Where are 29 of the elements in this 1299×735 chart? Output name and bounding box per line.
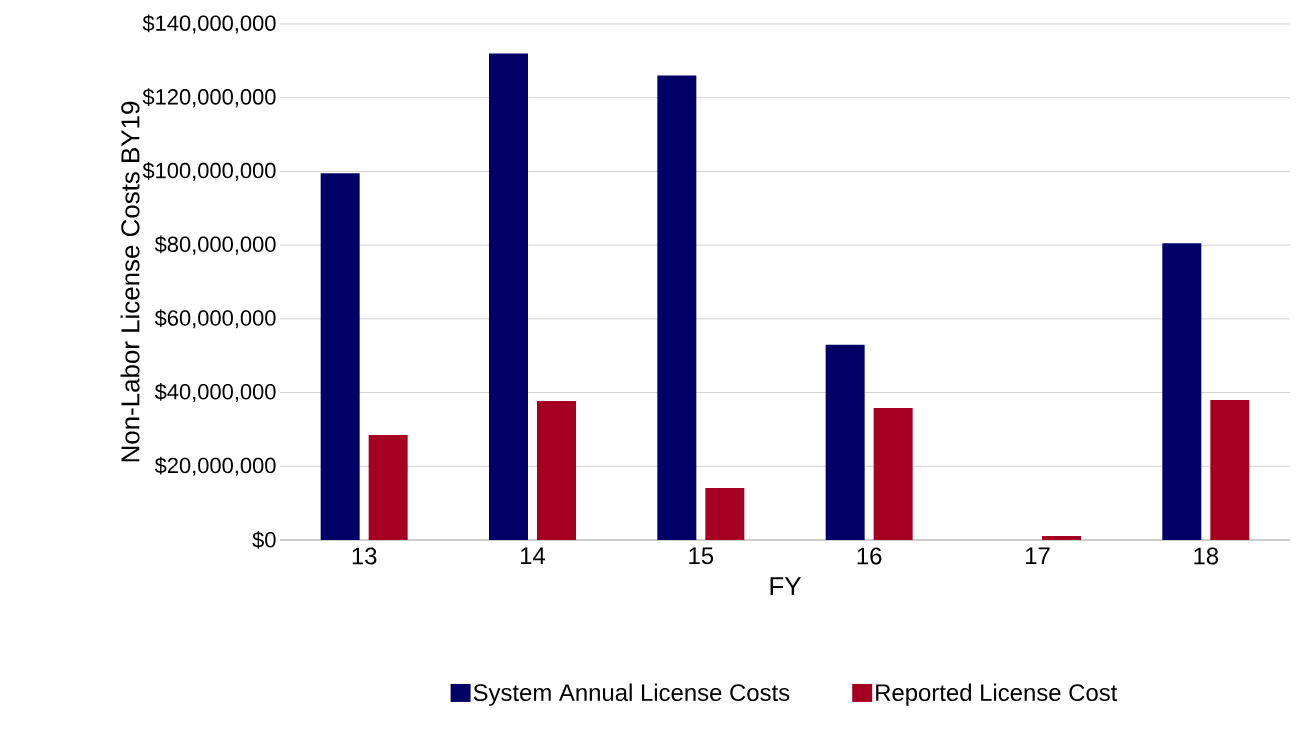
y-tick-label: $0 — [252, 531, 276, 549]
bar — [705, 488, 745, 540]
bar — [489, 53, 528, 540]
bar — [1210, 399, 1250, 540]
legend-label: System Annual License Costs — [473, 683, 790, 706]
x-tick-label: 14 — [521, 547, 546, 564]
bar — [1162, 243, 1202, 540]
x-tick-label: 16 — [857, 547, 882, 565]
bar — [537, 401, 576, 540]
x-axis-title: FY — [770, 577, 801, 596]
y-axis-title: Non-Labor License Costs BY19 — [120, 101, 140, 462]
x-tick-label: 15 — [689, 547, 714, 565]
bar — [320, 173, 360, 540]
y-tick-label: $100,000,000 — [142, 161, 276, 181]
legend-label: Reported License Cost — [876, 683, 1118, 706]
x-tick-label: 17 — [1026, 547, 1050, 564]
bar — [873, 408, 913, 540]
y-tick-label: $20,000,000 — [154, 456, 276, 476]
bar — [657, 75, 697, 540]
x-tick-label: 18 — [1194, 547, 1219, 565]
y-tick-label: $140,000,000 — [142, 14, 276, 34]
x-tick-label: 13 — [352, 547, 377, 565]
bar — [825, 344, 865, 540]
y-tick-label: $60,000,000 — [154, 309, 276, 329]
bar — [1041, 535, 1081, 540]
y-tick-label: $40,000,000 — [154, 383, 276, 403]
bar — [368, 434, 408, 540]
y-tick-label: $120,000,000 — [142, 88, 276, 108]
y-tick-label: $80,000,000 — [154, 235, 276, 255]
